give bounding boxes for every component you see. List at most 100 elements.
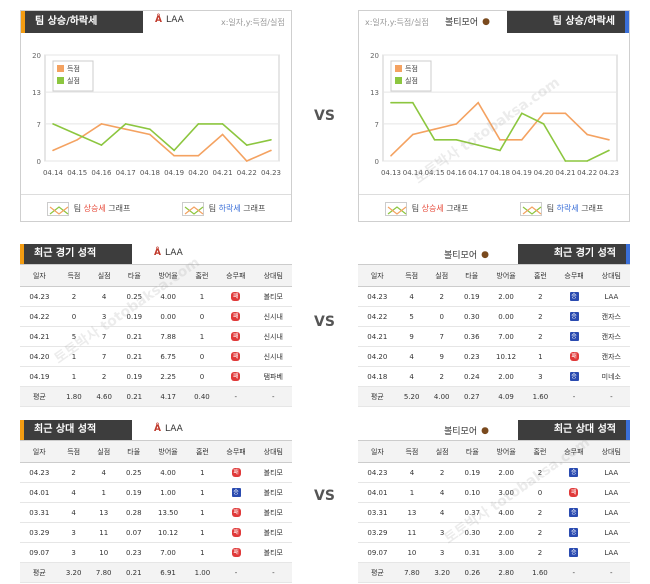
data-point [477, 101, 479, 104]
table-header-row: 일자 득점 실점 타율 방어율 홈런 승무패 상대팀 [358, 264, 630, 287]
right-trend-panel: 팀 상승/하락세 x:일자,y:득점/실점 볼티모어 ● 0 7 13 20 04.13… [358, 10, 630, 222]
right-recent-table: 일자 득점 실점 타율 방어율 홈런 승무패 상대팀 04.23 4 2 0.19 2.00 2 승 LAA 0… [358, 264, 630, 407]
x-tick-label: 04.16 [446, 169, 467, 177]
result-badge-cell: 패 [217, 326, 255, 347]
data-point [433, 139, 436, 141]
table-cell: 0.21 [119, 346, 150, 367]
loss-badge-icon: 패 [231, 312, 241, 321]
average-cell: 평균 [358, 562, 397, 583]
x-tick-label: 04.18 [140, 169, 160, 177]
table-row: 04.23 2 4 0.25 4.00 1 패 볼티모 [20, 462, 292, 483]
legend-prefix: 팀 [411, 204, 422, 213]
column-header: 상대팀 [592, 440, 630, 463]
left-h2h-accent [20, 420, 24, 440]
table-cell: 3 [89, 306, 120, 327]
x-tick-label: 04.16 [91, 169, 112, 177]
table-cell: 7 [89, 346, 120, 367]
left-recent-title: 최근 경기 성적 [24, 244, 132, 264]
table-cell: 1 [186, 326, 218, 347]
data-point [245, 160, 248, 162]
table-cell: 2 [524, 542, 556, 563]
y-tick-label: 7 [375, 121, 379, 129]
right-header-accent [625, 11, 629, 33]
table-cell: LAA [592, 502, 630, 523]
table-cell: 볼티모 [254, 286, 292, 307]
average-row: 평균 5.20 4.00 0.27 4.09 1.60- - [358, 386, 630, 407]
left-up-legend: 팀 상승세 그래프 [46, 201, 130, 216]
table-cell: 3 [427, 522, 458, 543]
table-cell: 2 [89, 366, 120, 387]
table-cell: 04.23 [20, 286, 59, 307]
table-cell: 04.23 [358, 462, 397, 483]
legend-up-word: 상승세 [421, 204, 444, 213]
table-cell: 4.00 [487, 502, 525, 523]
table-cell: 0.00 [486, 306, 526, 327]
data-point [499, 149, 501, 152]
average-cell: - [555, 562, 593, 583]
right-h2h-team-name: 볼티모어 [444, 427, 478, 437]
right-down-legend: 팀 하락세 그래프 [519, 201, 603, 216]
y-tick-label: 13 [32, 89, 41, 97]
legend-box [52, 60, 94, 92]
column-header: 득점 [58, 440, 89, 463]
column-header: 타율 [457, 440, 488, 463]
legend-prefix: 팀 [73, 204, 84, 213]
right-h2h-title: 최근 상대 성적 [518, 420, 626, 440]
x-tick-label: 04.20 [188, 169, 208, 177]
y-tick-label: 20 [370, 52, 379, 60]
orioles-logo-icon: ● [481, 425, 489, 436]
table-cell: 5 [396, 306, 427, 327]
table-cell: 4 [427, 502, 458, 523]
average-cell: 평균 [20, 562, 59, 583]
average-cell: - [217, 562, 255, 583]
table-cell: 13.50 [148, 502, 188, 523]
average-cell: 1.60 [525, 386, 556, 407]
data-point [197, 154, 200, 157]
table-cell: 1 [525, 346, 556, 367]
average-cell: 평균 [20, 386, 59, 407]
column-header: 승무패 [555, 440, 593, 463]
right-trend-chart: 0 7 13 20 04.13 04.14 04.15 04.16 04.17 04.18 04.1… [370, 52, 619, 177]
table-row: 03.31 13 4 0.37 4.00 2 승 LAA [358, 502, 630, 523]
table-cell: 1 [88, 482, 119, 503]
table-cell: 10 [396, 542, 428, 563]
table-cell: 0.19 [457, 462, 488, 483]
table-cell: 4 [396, 462, 428, 483]
data-point [149, 128, 151, 130]
left-recent-table: 일자 득점 실점 타율 방어율 홈런 승무패 상대팀 04.23 2 4 0.25 4.00 1 패 볼티모 0… [20, 264, 292, 407]
average-cell: 4.09 [486, 386, 526, 407]
up-trend-icon [384, 201, 407, 216]
table-cell: 03.31 [358, 502, 397, 523]
column-header: 방어율 [149, 264, 187, 287]
win-badge-icon: 승 [569, 528, 579, 537]
table-row: 04.21 9 7 0.36 7.00 2 승 캔자스 [358, 326, 630, 347]
average-cell: 3.20 [427, 562, 458, 583]
average-cell: 4.60 [89, 386, 120, 407]
table-cell: 7.00 [486, 326, 526, 347]
table-cell: 1 [186, 286, 218, 307]
series-line-allowed [52, 123, 272, 152]
win-badge-icon: 승 [569, 468, 579, 477]
result-badge-cell: 승 [555, 502, 593, 523]
win-badge-icon: 승 [569, 332, 579, 341]
table-cell: 4 [58, 482, 89, 503]
table-cell: 0 [524, 482, 556, 503]
right-legend-foot: 팀 상승세 그래프 팀 하락세 그래프 [359, 194, 629, 222]
table-cell: 5 [58, 326, 90, 347]
table-cell: 3 [427, 542, 458, 563]
data-point [521, 139, 523, 141]
result-badge-cell: 승 [555, 522, 593, 543]
right-h2h-team: 볼티모어 ● [444, 424, 489, 438]
column-header: 상대팀 [254, 264, 292, 287]
column-header: 실점 [89, 264, 120, 287]
table-cell: 1 [187, 542, 218, 563]
win-badge-icon: 승 [569, 508, 579, 517]
result-badge-cell: 승 [555, 542, 593, 563]
right-trend-title: 팀 상승/하락세 [507, 11, 625, 33]
table-cell: 04.19 [20, 366, 59, 387]
result-badge-cell: 승 [217, 482, 255, 503]
average-row: 평균 7.80 3.20 0.26 2.80 1.60- - [358, 562, 630, 583]
table-cell: 04.20 [358, 346, 397, 367]
series-line-scored [52, 123, 272, 162]
